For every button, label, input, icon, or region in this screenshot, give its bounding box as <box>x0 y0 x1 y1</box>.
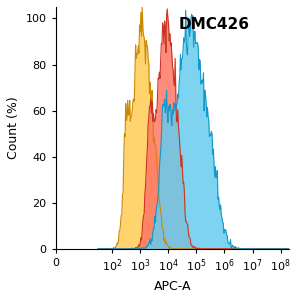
Text: DMC426: DMC426 <box>179 16 250 32</box>
X-axis label: APC-A: APC-A <box>153 280 191 293</box>
Y-axis label: Count (%): Count (%) <box>7 97 20 159</box>
